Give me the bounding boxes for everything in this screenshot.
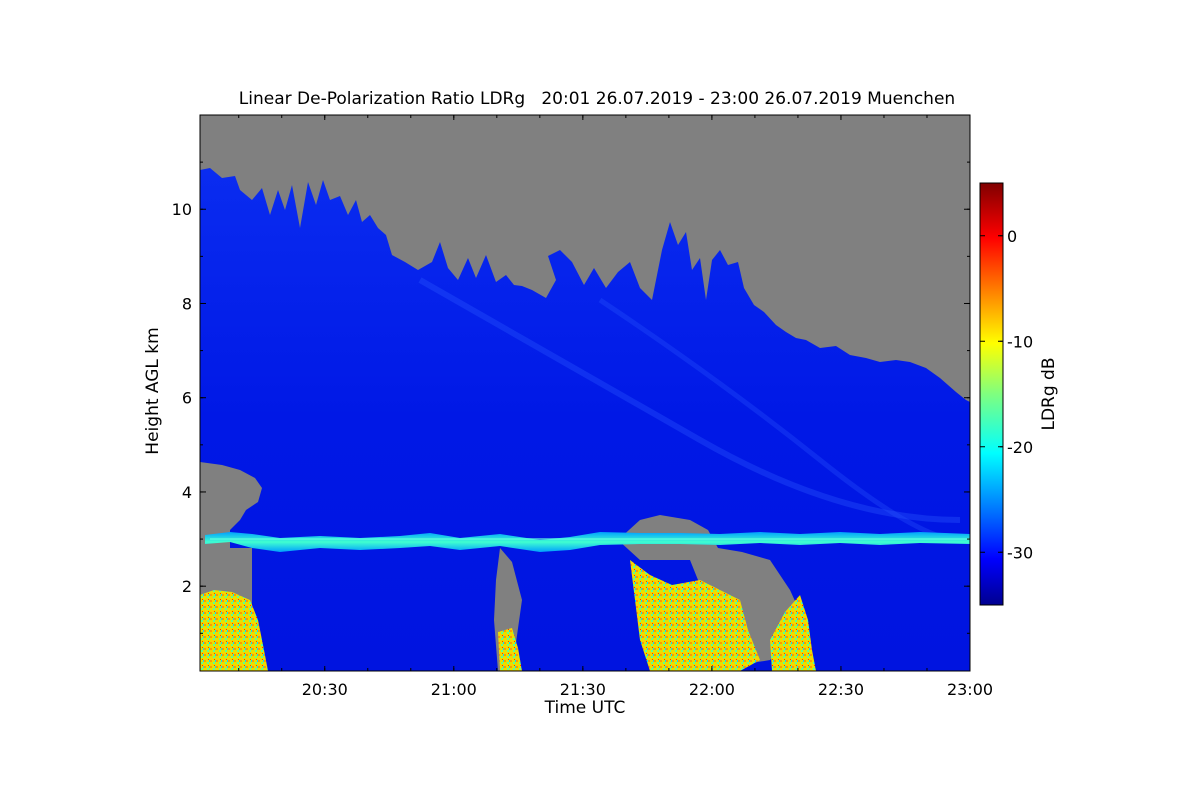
y-tick-label: 6 (182, 389, 192, 408)
colorbar-tick-label: 0 (1007, 227, 1017, 246)
y-tick-label: 8 (182, 294, 192, 313)
x-tick-label: 20:30 (302, 680, 348, 699)
rain-mid (498, 628, 522, 671)
colorbar: 0 -10 -20 -30 LDRg dB (979, 182, 1059, 606)
rain-center (630, 560, 760, 671)
colorbar-ticks: 0 -10 -20 -30 (980, 227, 1033, 562)
x-tick-label: 22:30 (818, 680, 864, 699)
y-axis: 2 4 6 8 10 (172, 161, 970, 634)
y-tick-label: 10 (172, 200, 192, 219)
colorbar-label: LDRg dB (1039, 357, 1059, 430)
heatmap-area (200, 115, 970, 671)
y-tick-label: 4 (182, 483, 192, 502)
x-tick-label: 21:30 (560, 680, 606, 699)
colorbar-gradient (979, 182, 1004, 606)
x-tick-label: 23:00 (947, 680, 993, 699)
colorbar-tick-label: -20 (1007, 438, 1033, 457)
x-axis-label: Time UTC (544, 698, 626, 718)
melting-layer (205, 532, 970, 552)
colorbar-tick-label: -10 (1007, 332, 1033, 351)
x-tick-label: 21:00 (431, 680, 477, 699)
y-axis-label: Height AGL km (143, 327, 163, 454)
plot-frame (199, 114, 971, 672)
rain-right (770, 595, 816, 671)
rain-left (200, 590, 268, 671)
y-tick-label: 2 (182, 577, 192, 596)
x-axis: 20:30 21:00 21:30 22:00 22:30 23:00 (238, 115, 993, 699)
chart-title: Linear De-Polarization Ratio LDRg 20:01 … (239, 89, 955, 109)
colorbar-tick-label: -30 (1007, 543, 1033, 562)
x-tick-label: 22:00 (689, 680, 735, 699)
